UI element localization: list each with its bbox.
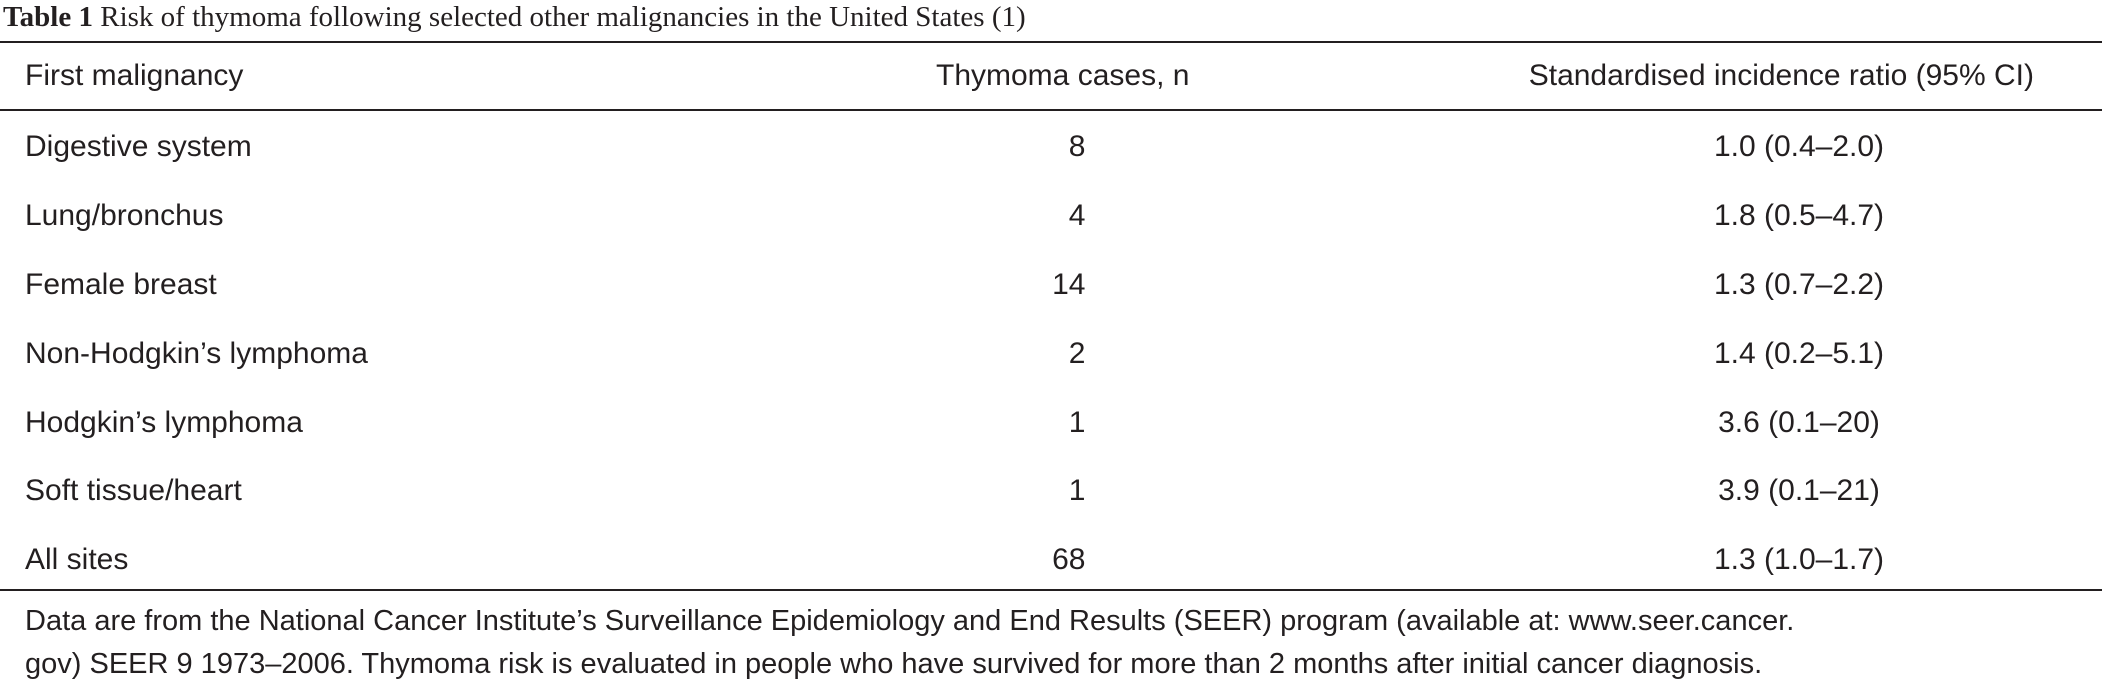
cell-malignancy: Digestive system bbox=[25, 130, 252, 164]
cell-sir: 3.6 (0.1–20) bbox=[1718, 405, 1880, 439]
cell-spacer bbox=[1085, 526, 1336, 595]
table-caption: Table 1 Risk of thymoma following select… bbox=[3, 0, 1026, 38]
cell-spacer bbox=[1085, 110, 1336, 182]
cell-sir: 3.9 (0.1–21) bbox=[1718, 474, 1880, 508]
cell-cases: 4 bbox=[1068, 199, 1086, 233]
table-row: Soft tissue/heart 1 3.9 (0.1–21) bbox=[0, 457, 2102, 526]
table-body: Digestive system 8 1.0 (0.4–2.0) Lung/br… bbox=[0, 110, 2102, 595]
cell-cases: 2 bbox=[1068, 336, 1086, 370]
cell-spacer bbox=[1085, 457, 1336, 526]
bottom-rule bbox=[0, 589, 2102, 591]
header-first-malignancy: First malignancy bbox=[25, 59, 244, 92]
cell-spacer bbox=[1085, 319, 1336, 388]
table-row: Hodgkin’s lymphoma 1 3.6 (0.1–20) bbox=[0, 388, 2102, 457]
header-rule bbox=[0, 109, 2102, 111]
footnote-line-2: gov) SEER 9 1973–2006. Thymoma risk is e… bbox=[25, 648, 1763, 680]
cell-cases: 14 bbox=[1052, 267, 1086, 301]
cell-malignancy: Female breast bbox=[25, 267, 217, 301]
cell-malignancy: Lung/bronchus bbox=[25, 199, 224, 233]
cell-spacer bbox=[1085, 388, 1336, 457]
table-caption-label: Table 1 bbox=[3, 1, 93, 33]
table-row: Lung/bronchus 4 1.8 (0.5–4.7) bbox=[0, 182, 2102, 251]
table-row: Female breast 14 1.3 (0.7–2.2) bbox=[0, 251, 2102, 320]
cell-malignancy: All sites bbox=[25, 543, 129, 577]
cell-sir: 1.3 (1.0–1.7) bbox=[1713, 543, 1885, 577]
table-caption-text: Risk of thymoma following selected other… bbox=[93, 1, 1026, 33]
cell-malignancy: Hodgkin’s lymphoma bbox=[25, 405, 303, 439]
table-row: Non-Hodgkin’s lymphoma 2 1.4 (0.2–5.1) bbox=[0, 319, 2102, 388]
cell-sir: 1.8 (0.5–4.7) bbox=[1713, 199, 1885, 233]
cell-cases: 8 bbox=[1068, 130, 1086, 164]
cell-malignancy: Non-Hodgkin’s lymphoma bbox=[25, 336, 368, 370]
cell-sir: 1.0 (0.4–2.0) bbox=[1713, 130, 1885, 164]
cell-malignancy: Soft tissue/heart bbox=[25, 474, 242, 508]
thymoma-risk-table: First malignancy Thymoma cases, n Standa… bbox=[0, 42, 2102, 595]
cell-cases: 68 bbox=[1052, 543, 1086, 577]
header-sir: Standardised incidence ratio (95% CI) bbox=[1528, 59, 2034, 92]
header-row: First malignancy Thymoma cases, n Standa… bbox=[0, 42, 2102, 110]
cell-sir: 1.4 (0.2–5.1) bbox=[1713, 336, 1885, 370]
table-footnote: Data are from the National Cancer Instit… bbox=[25, 600, 2085, 686]
footnote-line-1: Data are from the National Cancer Instit… bbox=[25, 605, 1795, 637]
table-header: First malignancy Thymoma cases, n Standa… bbox=[0, 42, 2102, 110]
top-rule bbox=[0, 41, 2102, 43]
cell-cases: 1 bbox=[1068, 474, 1086, 508]
table-row: Digestive system 8 1.0 (0.4–2.0) bbox=[0, 110, 2102, 182]
cell-spacer bbox=[1085, 182, 1336, 251]
header-thymoma-cases: Thymoma cases, n bbox=[936, 59, 1190, 92]
cell-cases: 1 bbox=[1068, 405, 1086, 439]
cell-spacer bbox=[1085, 251, 1336, 320]
cell-sir: 1.3 (0.7–2.2) bbox=[1713, 267, 1885, 301]
table-row: All sites 68 1.3 (1.0–1.7) bbox=[0, 526, 2102, 595]
